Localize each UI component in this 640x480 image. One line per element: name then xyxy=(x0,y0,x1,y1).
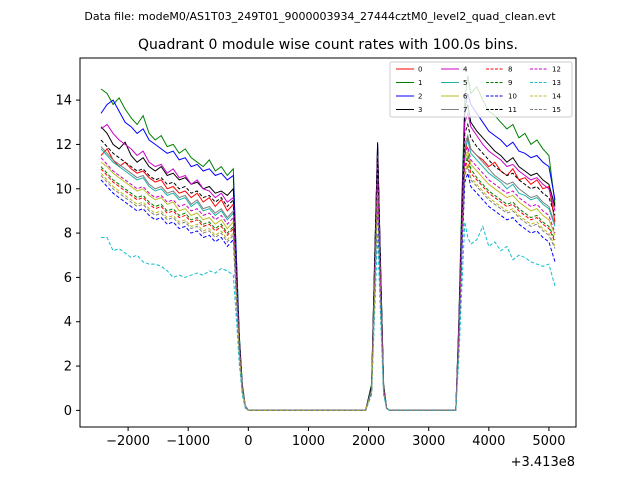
y-tick-label: 12 xyxy=(55,138,72,153)
legend-label-1: 1 xyxy=(418,79,422,87)
series-layer xyxy=(100,75,556,411)
legend-label-5: 5 xyxy=(463,79,467,87)
legend-label-6: 6 xyxy=(463,93,468,101)
legend-label-9: 9 xyxy=(508,79,512,87)
x-tick-label: 5000 xyxy=(532,434,565,449)
series-line-12 xyxy=(100,144,556,411)
x-tick-label: −2000 xyxy=(106,434,150,449)
chart-title: Quadrant 0 module wise count rates with … xyxy=(138,37,518,53)
y-tick-label: 2 xyxy=(64,360,72,375)
y-axis-ticks: 0 2 4 6 8 10 12 14 xyxy=(55,94,80,419)
legend-label-2: 2 xyxy=(418,93,422,101)
legend-label-0: 0 xyxy=(418,66,422,74)
series-line-11 xyxy=(100,122,556,411)
legend-label-4: 4 xyxy=(463,66,468,74)
figure-suptitle: Data file: modeM0/AS1T03_249T01_90000039… xyxy=(84,10,556,23)
x-tick-label: 0 xyxy=(244,434,252,449)
x-tick-label: 4000 xyxy=(472,434,505,449)
y-tick-label: 14 xyxy=(55,94,72,109)
x-axis-ticks: −2000 −1000 0 1000 2000 3000 4000 5000 xyxy=(106,427,565,449)
legend-label-12: 12 xyxy=(552,66,561,74)
series-line-10 xyxy=(100,171,556,411)
plot-area-frame xyxy=(79,57,577,428)
y-tick-label: 8 xyxy=(64,227,72,242)
legend-label-7: 7 xyxy=(463,106,467,114)
x-tick-label: −1000 xyxy=(166,434,210,449)
series-line-8 xyxy=(100,158,556,411)
y-tick-label: 4 xyxy=(64,315,72,330)
y-tick-label: 10 xyxy=(55,182,72,197)
legend-frame xyxy=(389,61,573,118)
series-line-14 xyxy=(100,162,556,411)
legend-label-14: 14 xyxy=(552,93,561,101)
legend-label-3: 3 xyxy=(418,106,422,114)
x-tick-label: 1000 xyxy=(292,434,325,449)
x-tick-label: 3000 xyxy=(412,434,445,449)
legend-label-10: 10 xyxy=(508,93,517,101)
series-line-15 xyxy=(100,164,556,411)
legend-label-8: 8 xyxy=(508,66,512,74)
legend-label-15: 15 xyxy=(552,106,561,114)
legend-label-11: 11 xyxy=(508,106,517,114)
legend-label-13: 13 xyxy=(552,79,561,87)
x-offset-label: +3.413e8 xyxy=(511,455,575,470)
y-tick-label: 6 xyxy=(64,271,72,286)
x-tick-label: 2000 xyxy=(352,434,385,449)
y-tick-label: 0 xyxy=(64,404,72,419)
